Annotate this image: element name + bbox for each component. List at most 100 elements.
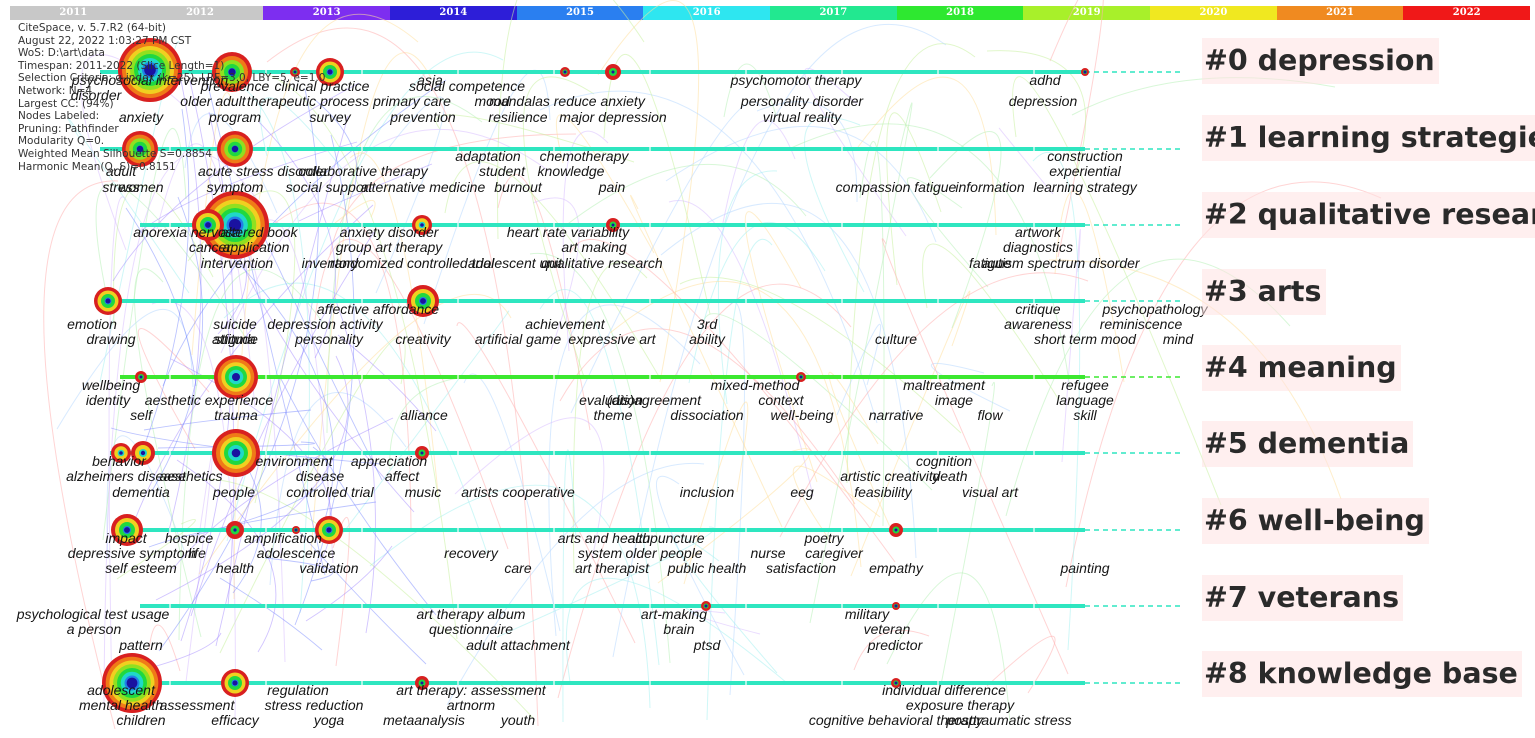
cluster-label: #4 meaning: [1202, 345, 1401, 391]
citation-link: [227, 232, 415, 513]
citation-link: [233, 13, 419, 600]
software-info-line: Harmonic Mean(Q, S)=0.8151: [18, 160, 176, 173]
citation-node: [226, 521, 244, 539]
citation-node: [192, 209, 224, 241]
citation-link: [219, 577, 323, 651]
citation-link: [721, 120, 796, 229]
citation-link: [190, 231, 375, 617]
citation-link: [454, 417, 605, 560]
citation-link: [67, 117, 190, 294]
citation-link: [314, 238, 509, 550]
citation-link: [254, 216, 383, 481]
year-cell: 2018: [896, 6, 1024, 20]
citation-node: [892, 602, 900, 610]
citation-link: [1032, 151, 1081, 651]
citation-link: [339, 310, 510, 538]
citation-link: [886, 112, 942, 286]
citation-node: [214, 355, 258, 399]
citation-link: [564, 164, 807, 227]
citation-node: [407, 285, 439, 317]
citation-link: [305, 545, 393, 622]
citation-link: [158, 88, 319, 652]
citation-node: [796, 372, 806, 382]
year-cell: 2013: [263, 6, 391, 20]
citation-link: [125, 207, 197, 387]
citation-link: [375, 96, 445, 294]
citation-link: [444, 161, 662, 381]
citation-link: [836, 323, 882, 416]
citation-link: [850, 290, 971, 577]
citation-link: [337, 334, 437, 432]
citation-link: [1065, 181, 1382, 588]
citation-node: [891, 678, 901, 688]
citation-link: [565, 577, 788, 684]
citation-link: [176, 459, 277, 653]
citation-link: [269, 391, 407, 586]
year-bar: 2011 2012 2013 2014 2015 2016 2017 2018 2019 2020…: [10, 6, 1531, 20]
software-info-line: Modularity Q=0.: [18, 135, 105, 148]
citation-node: [290, 67, 300, 77]
citation-link: [226, 51, 504, 542]
citation-link: [166, 79, 202, 539]
citation-link: [559, 328, 856, 505]
software-info-line: August 22, 2022 1:03:27 PM CST: [18, 34, 192, 47]
citation-link: [223, 282, 488, 554]
cluster-label: #2 qualitative research: [1202, 192, 1535, 238]
citation-link: [660, 202, 917, 559]
citation-node: [131, 441, 155, 465]
citation-link: [463, 373, 561, 632]
citation-link: [298, 163, 433, 222]
citation-link: [258, 121, 336, 359]
citation-link: [215, 115, 349, 647]
software-info-line: Nodes Labeled:: [18, 110, 100, 123]
citation-link: [779, 272, 1089, 538]
software-info-line: CiteSpace, v. 5.7.R2 (64-bit): [18, 22, 166, 34]
citation-link: [239, 202, 412, 530]
citation-link: [278, 374, 437, 616]
software-info-line: Selection Criteria: g-index (k=25), LRF=…: [18, 72, 326, 85]
citation-node: [412, 215, 432, 235]
citation-link: [809, 102, 913, 624]
citation-node: [111, 514, 143, 546]
citation-link: [138, 328, 210, 450]
citation-link: [497, 0, 645, 240]
citation-link: [986, 50, 1087, 178]
citation-link: [151, 196, 204, 492]
citation-link: [906, 177, 989, 288]
citation-link: [112, 82, 360, 282]
citation-link: [446, 462, 705, 706]
citation-node: [889, 523, 903, 537]
citation-link: [529, 252, 671, 664]
citation-link: [597, 0, 700, 383]
citation-link: [369, 484, 651, 709]
year-cell: 2020: [1150, 6, 1277, 20]
citation-node: [560, 67, 570, 77]
citation-link: [792, 465, 881, 543]
citation-node: [201, 191, 269, 259]
year-cell: 2019: [1023, 6, 1151, 20]
citation-link: [184, 113, 278, 214]
citation-link: [655, 475, 745, 676]
year-cell: 2014: [390, 6, 517, 20]
citation-link: [930, 362, 1011, 412]
cluster-label: #0 depression: [1202, 38, 1439, 84]
citation-link: [673, 534, 778, 674]
citation-node: [212, 52, 252, 92]
citation-link: [326, 96, 483, 434]
citation-link: [557, 283, 852, 699]
citation-link: [260, 97, 344, 171]
software-info-line: Weighted Mean Silhouette S=0.8854: [18, 147, 212, 160]
citation-link: [804, 116, 865, 293]
citation-link: [539, 90, 878, 424]
citation-link: [143, 409, 312, 431]
citation-link: [1012, 76, 1222, 506]
software-info-line: Largest CC: (94%): [18, 97, 114, 110]
citation-link: [156, 143, 256, 408]
citation-link: [548, 304, 701, 637]
citation-link: [744, 211, 818, 483]
citation-link: [198, 293, 512, 575]
citation-link: [56, 309, 194, 430]
citation-node: [701, 601, 711, 611]
citation-link: [334, 200, 376, 224]
